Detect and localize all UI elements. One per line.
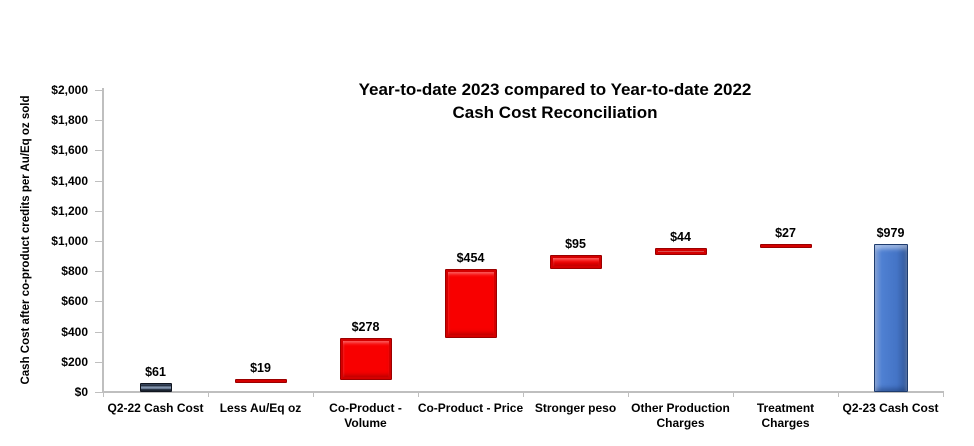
x-tick-mark bbox=[523, 392, 524, 397]
chart-title-line1: Year-to-date 2023 compared to Year-to-da… bbox=[358, 80, 752, 99]
y-tick-mark bbox=[95, 150, 103, 152]
y-tick-label-2-000: $2,000 bbox=[51, 83, 88, 97]
bar-value-label-treatment-charges: $27 bbox=[775, 226, 796, 241]
y-tick-label-1-600: $1,600 bbox=[51, 143, 88, 158]
y-tick-mark bbox=[95, 361, 103, 363]
x-tick-mark bbox=[733, 392, 734, 397]
category-label-line: Less Au/Eq oz bbox=[219, 401, 302, 415]
x-tick-mark bbox=[313, 392, 314, 397]
x-tick-mark bbox=[103, 392, 104, 397]
category-label-treatment-charges: Treatment Charges bbox=[730, 401, 842, 431]
bar-less-au-eq-oz bbox=[234, 378, 287, 383]
bar-value-label-co-product-price: $454 bbox=[456, 251, 485, 266]
x-tick-mark bbox=[838, 392, 839, 397]
category-label-stronger-peso: Stronger peso bbox=[520, 401, 632, 416]
y-tick-mark bbox=[95, 210, 103, 212]
y-tick-label-1-000: $1,000 bbox=[51, 234, 88, 248]
category-label-co-product-price: Co-Product - Price bbox=[415, 401, 527, 416]
bar-q2-22-cash-cost bbox=[139, 382, 172, 392]
bar-co-product-price bbox=[444, 269, 497, 338]
bar-value-label-q2-22-cash-cost: $61 bbox=[145, 364, 166, 379]
bar-stronger-peso bbox=[549, 255, 602, 270]
x-tick-mark bbox=[208, 392, 209, 397]
y-tick-label-1-400: $1,400 bbox=[51, 173, 88, 188]
y-tick-label-200: $200 bbox=[61, 354, 88, 369]
category-label-co-product-volume: Co-Product - Volume bbox=[310, 401, 422, 431]
bar-value-label-co-product-volume: $278 bbox=[351, 319, 380, 334]
bar-co-product-volume bbox=[339, 337, 392, 380]
y-tick-mark bbox=[95, 241, 103, 242]
category-label-other-production-charges: Other Production Charges bbox=[625, 401, 737, 431]
y-tick-label-800: $800 bbox=[61, 264, 88, 279]
category-label-line: Q2-22 Cash Cost bbox=[107, 401, 204, 415]
y-tick-mark bbox=[95, 301, 103, 303]
bar-q2-23-cash-cost bbox=[873, 244, 908, 392]
y-tick-mark bbox=[95, 90, 103, 91]
chart-title: Year-to-date 2023 compared to Year-to-da… bbox=[203, 78, 907, 124]
bar-value-label-other-production-charges: $44 bbox=[670, 230, 691, 245]
category-label-line: Volume bbox=[344, 416, 387, 430]
y-tick-mark bbox=[95, 392, 103, 393]
category-label-line: Treatment bbox=[756, 401, 815, 415]
y-tick-mark bbox=[95, 271, 103, 273]
x-tick-mark bbox=[943, 392, 944, 397]
bar-value-label-q2-23-cash-cost: $979 bbox=[876, 226, 905, 241]
y-tick-mark bbox=[95, 180, 103, 182]
y-tick-label-400: $400 bbox=[61, 324, 88, 339]
category-label-q2-23-cash-cost: Q2-23 Cash Cost bbox=[835, 401, 947, 416]
chart-title-line2: Cash Cost Reconciliation bbox=[452, 103, 658, 122]
bar-value-label-stronger-peso: $95 bbox=[565, 237, 586, 252]
category-label-line: Co-Product - Price bbox=[417, 401, 524, 415]
category-label-line: Other Production bbox=[631, 401, 730, 415]
bar-other-production-charges bbox=[654, 248, 707, 256]
y-tick-label-0: $0 bbox=[74, 385, 88, 399]
bar-value-label-less-au-eq-oz: $19 bbox=[250, 360, 271, 375]
y-tick-mark bbox=[95, 331, 103, 333]
category-label-line: Charges bbox=[656, 416, 705, 430]
category-label-line: Charges bbox=[761, 416, 810, 430]
category-label-line: Stronger peso bbox=[534, 401, 617, 415]
category-label-line: Co-Product - bbox=[329, 401, 402, 415]
y-tick-label-1-200: $1,200 bbox=[51, 203, 88, 218]
x-tick-mark bbox=[628, 392, 629, 397]
category-label-line: Q2-23 Cash Cost bbox=[842, 401, 939, 415]
x-tick-mark bbox=[418, 392, 419, 397]
bar-treatment-charges bbox=[759, 244, 812, 249]
y-tick-label-600: $600 bbox=[61, 294, 88, 309]
y-axis-line bbox=[102, 88, 104, 393]
y-tick-mark bbox=[95, 120, 103, 122]
category-label-less-au-eq-oz: Less Au/Eq oz bbox=[205, 401, 317, 416]
y-tick-label-1-800: $1,800 bbox=[51, 113, 88, 128]
category-label-q2-22-cash-cost: Q2-22 Cash Cost bbox=[100, 401, 212, 416]
